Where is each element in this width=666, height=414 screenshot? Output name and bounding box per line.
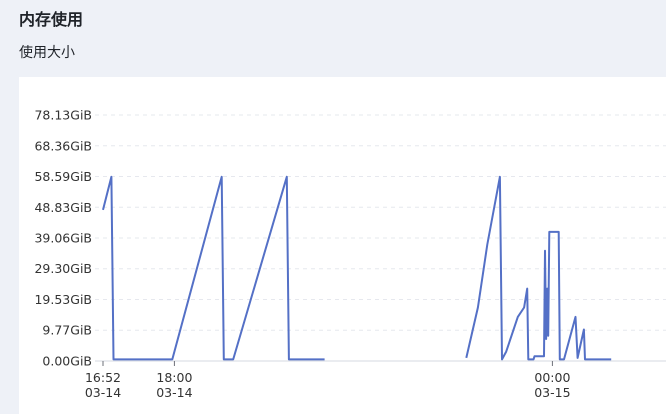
x-tick-label-time: 16:52	[85, 370, 121, 385]
section-title: 内存使用	[19, 10, 84, 29]
y-tick-label: 58.59GiB	[34, 169, 92, 184]
y-tick-label: 39.06GiB	[34, 231, 92, 246]
y-tick-label: 68.36GiB	[34, 138, 92, 153]
y-tick-label: 48.83GiB	[34, 200, 92, 215]
y-tick-label: 19.53GiB	[34, 292, 92, 307]
series-line	[102, 175, 325, 361]
memory-usage-chart: 0.00GiB 9.77GiB 19.53GiB 29.30GiB 39.06GiB 48…	[19, 77, 666, 414]
y-tick-label: 78.13GiB	[34, 108, 92, 123]
chart-canvas: 0.00GiB 9.77GiB 19.53GiB 29.30GiB 39.06GiB 48…	[34, 108, 666, 400]
y-tick-label: 9.77GiB	[42, 323, 92, 338]
y-tick-label: 0.00GiB	[42, 354, 92, 369]
x-tick-label-date: 03-15	[534, 385, 570, 400]
x-tick-label-time: 00:00	[534, 370, 570, 385]
x-tick-label-date: 03-14	[85, 385, 121, 400]
y-tick-label: 29.30GiB	[34, 261, 92, 276]
x-tick-label-date: 03-14	[156, 385, 192, 400]
chart-subtitle: 使用大小	[19, 45, 75, 61]
series-line	[465, 175, 612, 361]
x-tick-label-time: 18:00	[156, 370, 192, 385]
